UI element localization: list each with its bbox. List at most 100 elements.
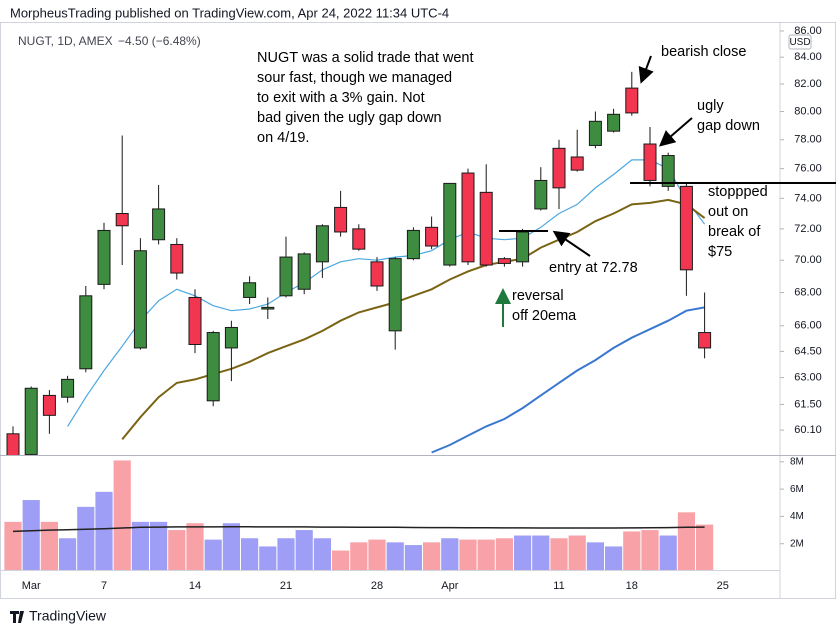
annotation: bad given the ugly gap down: [257, 110, 442, 126]
annotation: bearish close: [661, 44, 746, 60]
volume-bar: [586, 542, 604, 570]
y-tick-label: 72.00: [794, 223, 822, 235]
volume-bar: [350, 542, 368, 570]
volume-bar: [168, 530, 186, 570]
volume-bar: [423, 542, 441, 570]
volume-bar: [477, 539, 495, 570]
volume-bar: [368, 539, 386, 570]
candle-body: [698, 332, 712, 349]
candle-body: [352, 228, 366, 250]
y-tick-label: 78.00: [794, 134, 822, 146]
volume-bar: [186, 523, 204, 570]
y-tick-label: 82.00: [794, 78, 822, 90]
symbol: NUGT, 1D, AMEX: [18, 34, 113, 48]
volume-bar: [241, 538, 259, 570]
y-tick-label: 61.50: [794, 398, 822, 410]
volume-bar: [204, 539, 222, 570]
footer: TradingView: [10, 608, 107, 624]
candle-body: [133, 250, 147, 349]
footer-text: TradingView: [29, 608, 107, 624]
price-pane: [6, 71, 712, 455]
volume-bar: [95, 491, 113, 570]
annotation: gap down: [697, 118, 760, 134]
candle-body: [370, 261, 384, 287]
candle-body: [297, 253, 311, 290]
candle-body: [206, 332, 220, 402]
volume-bar: [22, 500, 40, 570]
candle-body: [461, 172, 475, 263]
candle-body: [607, 113, 621, 132]
candle-body: [315, 225, 329, 263]
annotation: reversal: [512, 288, 564, 304]
y-tick-label: 6M: [790, 484, 804, 495]
candle-body: [679, 185, 693, 271]
annotation: stoppped: [708, 184, 768, 200]
volume-bar: [404, 545, 422, 570]
y-tick-label: 74.00: [794, 192, 822, 204]
candle-body: [224, 326, 238, 349]
candle-body: [115, 213, 129, 227]
volume-bar: [495, 538, 513, 570]
header: MorpheusTrading published on TradingView…: [10, 5, 449, 20]
volume-pane: [4, 460, 714, 570]
candle-body: [388, 258, 402, 332]
volume-bar: [514, 535, 532, 570]
volume-bar: [131, 521, 149, 570]
y-tick-label: 70.00: [794, 254, 822, 266]
arrow: [658, 117, 693, 147]
y-tick-label: 76.00: [794, 163, 822, 175]
candle-body: [552, 147, 566, 189]
annotation: off 20ema: [512, 308, 577, 324]
x-tick-label: 28: [371, 580, 383, 592]
candle-body: [334, 206, 348, 233]
candle-body: [443, 182, 457, 266]
volume-bar: [568, 535, 586, 570]
y-tick-label: 2M: [790, 538, 804, 549]
candle-body: [588, 120, 602, 146]
y-tick-label: 63.00: [794, 371, 822, 383]
candle-body: [643, 143, 657, 181]
volume-bar: [113, 460, 131, 570]
x-tick-label: 18: [626, 580, 638, 592]
x-tick-label: 7: [101, 580, 107, 592]
candle-body: [42, 394, 56, 416]
volume-bar: [222, 523, 240, 570]
volume-bar: [150, 521, 168, 570]
currency: USD: [789, 37, 810, 48]
candle-body: [570, 156, 584, 171]
x-tick-label: 25: [717, 580, 729, 592]
candle-body: [425, 226, 439, 247]
currency-box: [788, 34, 812, 50]
change: −4.50 (−6.48%): [118, 34, 201, 48]
annotation: entry at 72.78: [549, 260, 638, 276]
annotation: to exit with a 3% gain. Not: [257, 90, 425, 106]
volume-average: [12, 526, 705, 533]
volume-bar: [659, 535, 677, 570]
candle-body: [243, 282, 257, 298]
volume-bar: [313, 538, 331, 570]
volume-bar: [40, 521, 58, 570]
candle-body: [188, 296, 202, 345]
volume-bar: [641, 530, 659, 570]
y-tick-label: 8M: [790, 456, 804, 467]
candle-body: [97, 229, 111, 285]
candle-body: [24, 387, 38, 455]
y-tick-label: 84.00: [794, 51, 822, 63]
annotation: sour fast, though we managed: [257, 70, 452, 86]
axes: 86.00 84.00 82.00 80.00 78.00 76.00 74.00 72.00…: [22, 25, 822, 592]
candle-body: [79, 295, 93, 370]
candle-body: [625, 87, 639, 114]
y-tick-label: 4M: [790, 511, 804, 522]
volume-bar: [386, 542, 404, 570]
volume-bar: [77, 506, 95, 570]
candle-body: [6, 433, 20, 455]
y-tick-label: 64.50: [794, 345, 822, 357]
x-tick-label: 11: [553, 580, 564, 592]
annotation: on 4/19.: [257, 130, 309, 146]
x-tick-label: Apr: [441, 580, 458, 592]
volume-bar: [550, 538, 568, 570]
annotation: out on: [708, 204, 748, 220]
candle-body: [534, 179, 548, 210]
